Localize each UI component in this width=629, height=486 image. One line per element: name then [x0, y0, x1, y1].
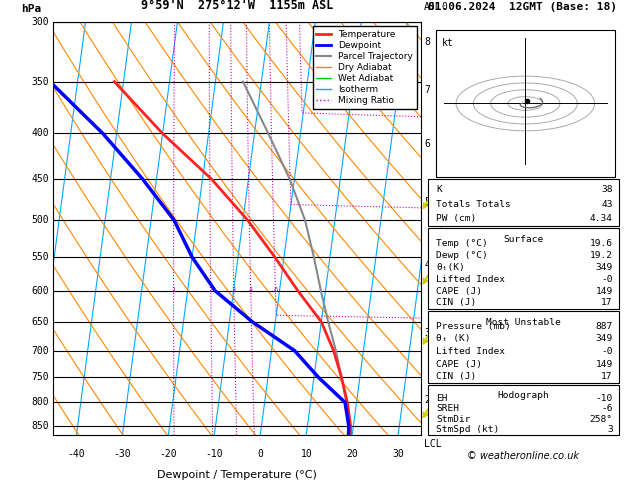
Text: K: K — [436, 185, 442, 194]
Text: 5: 5 — [424, 197, 430, 207]
Text: 700: 700 — [31, 346, 49, 356]
Text: 4.34: 4.34 — [590, 214, 613, 224]
Bar — [428, 311, 619, 383]
Text: 8: 8 — [424, 37, 430, 47]
Text: 10: 10 — [301, 450, 312, 459]
Text: 19.2: 19.2 — [590, 251, 613, 260]
Text: Mixing Ratio (g/kg): Mixing Ratio (g/kg) — [440, 186, 448, 271]
Text: © weatheronline.co.uk: © weatheronline.co.uk — [467, 451, 579, 462]
Text: 43: 43 — [601, 200, 613, 209]
Text: CIN (J): CIN (J) — [436, 372, 476, 382]
Text: 400: 400 — [31, 128, 49, 139]
Text: 850: 850 — [31, 421, 49, 431]
Text: 17: 17 — [601, 372, 613, 382]
Text: 887: 887 — [596, 322, 613, 330]
Text: -30: -30 — [114, 450, 131, 459]
Text: 17: 17 — [601, 298, 613, 308]
Text: 750: 750 — [31, 372, 49, 382]
Bar — [428, 384, 619, 435]
Text: 30: 30 — [392, 450, 404, 459]
Text: 3: 3 — [424, 328, 430, 338]
Text: hPa: hPa — [21, 3, 42, 14]
Text: Hodograph: Hodograph — [498, 391, 549, 400]
Text: 349: 349 — [596, 262, 613, 272]
Legend: Temperature, Dewpoint, Parcel Trajectory, Dry Adiabat, Wet Adiabat, Isotherm, Mi: Temperature, Dewpoint, Parcel Trajectory… — [313, 26, 416, 108]
Text: θₜ (K): θₜ (K) — [436, 334, 470, 343]
Text: 01.06.2024  12GMT (Base: 18): 01.06.2024 12GMT (Base: 18) — [428, 1, 617, 12]
Text: 38: 38 — [601, 185, 613, 194]
Text: 3: 3 — [607, 425, 613, 434]
Text: StmDir: StmDir — [436, 415, 470, 424]
Text: 7: 7 — [424, 86, 430, 95]
Text: 149: 149 — [596, 360, 613, 369]
Text: 4: 4 — [248, 287, 253, 293]
Text: 350: 350 — [31, 77, 49, 87]
Text: Lifted Index: Lifted Index — [436, 275, 505, 283]
Text: 2: 2 — [424, 395, 430, 405]
Bar — [428, 179, 619, 226]
Text: θₜ(K): θₜ(K) — [436, 262, 465, 272]
Text: 2: 2 — [209, 287, 213, 293]
Text: 800: 800 — [31, 398, 49, 407]
Text: LCL: LCL — [424, 439, 442, 449]
Text: 4: 4 — [424, 260, 430, 270]
Text: 258°: 258° — [590, 415, 613, 424]
Text: km
ASL: km ASL — [424, 0, 442, 12]
Text: 600: 600 — [31, 286, 49, 296]
Text: -40: -40 — [68, 450, 86, 459]
Text: EH: EH — [436, 394, 447, 403]
Text: -0: -0 — [601, 275, 613, 283]
Text: -0: -0 — [601, 347, 613, 356]
Text: Most Unstable: Most Unstable — [486, 318, 560, 327]
Text: 25: 25 — [505, 287, 513, 293]
Text: Temp (°C): Temp (°C) — [436, 239, 487, 247]
Text: Pressure (mb): Pressure (mb) — [436, 322, 511, 330]
Text: 6: 6 — [274, 287, 277, 293]
Text: -10: -10 — [206, 450, 223, 459]
Text: 550: 550 — [31, 252, 49, 262]
Text: PW (cm): PW (cm) — [436, 214, 476, 224]
Text: 9°59'N  275°12'W  1155m ASL: 9°59'N 275°12'W 1155m ASL — [141, 0, 333, 12]
Text: 300: 300 — [31, 17, 49, 27]
Text: -6: -6 — [601, 404, 613, 414]
Text: CAPE (J): CAPE (J) — [436, 360, 482, 369]
Bar — [436, 30, 615, 177]
Text: 1: 1 — [172, 287, 175, 293]
Text: 0: 0 — [442, 1, 447, 12]
Text: Surface: Surface — [503, 235, 543, 244]
Text: kt: kt — [442, 38, 454, 49]
Bar — [428, 228, 619, 309]
Text: -20: -20 — [160, 450, 177, 459]
Text: 650: 650 — [31, 317, 49, 327]
Text: Lifted Index: Lifted Index — [436, 347, 505, 356]
Text: Dewp (°C): Dewp (°C) — [436, 251, 487, 260]
Text: 15: 15 — [505, 287, 513, 293]
Text: Totals Totals: Totals Totals — [436, 200, 511, 209]
Text: 8: 8 — [507, 287, 511, 293]
Text: 19.6: 19.6 — [590, 239, 613, 247]
Text: 20: 20 — [347, 450, 358, 459]
Text: 3: 3 — [231, 287, 236, 293]
Text: CAPE (J): CAPE (J) — [436, 287, 482, 295]
Text: -10: -10 — [596, 394, 613, 403]
Text: 450: 450 — [31, 174, 49, 184]
Text: SREH: SREH — [436, 404, 459, 414]
Text: 6: 6 — [424, 139, 430, 149]
Text: Dewpoint / Temperature (°C): Dewpoint / Temperature (°C) — [157, 470, 317, 480]
Text: StmSpd (kt): StmSpd (kt) — [436, 425, 499, 434]
Text: 149: 149 — [596, 287, 613, 295]
Text: 500: 500 — [31, 215, 49, 225]
Text: 20: 20 — [505, 287, 513, 293]
Text: 349: 349 — [596, 334, 613, 343]
Text: 10: 10 — [505, 287, 513, 293]
Text: 0: 0 — [257, 450, 263, 459]
Text: CIN (J): CIN (J) — [436, 298, 476, 308]
